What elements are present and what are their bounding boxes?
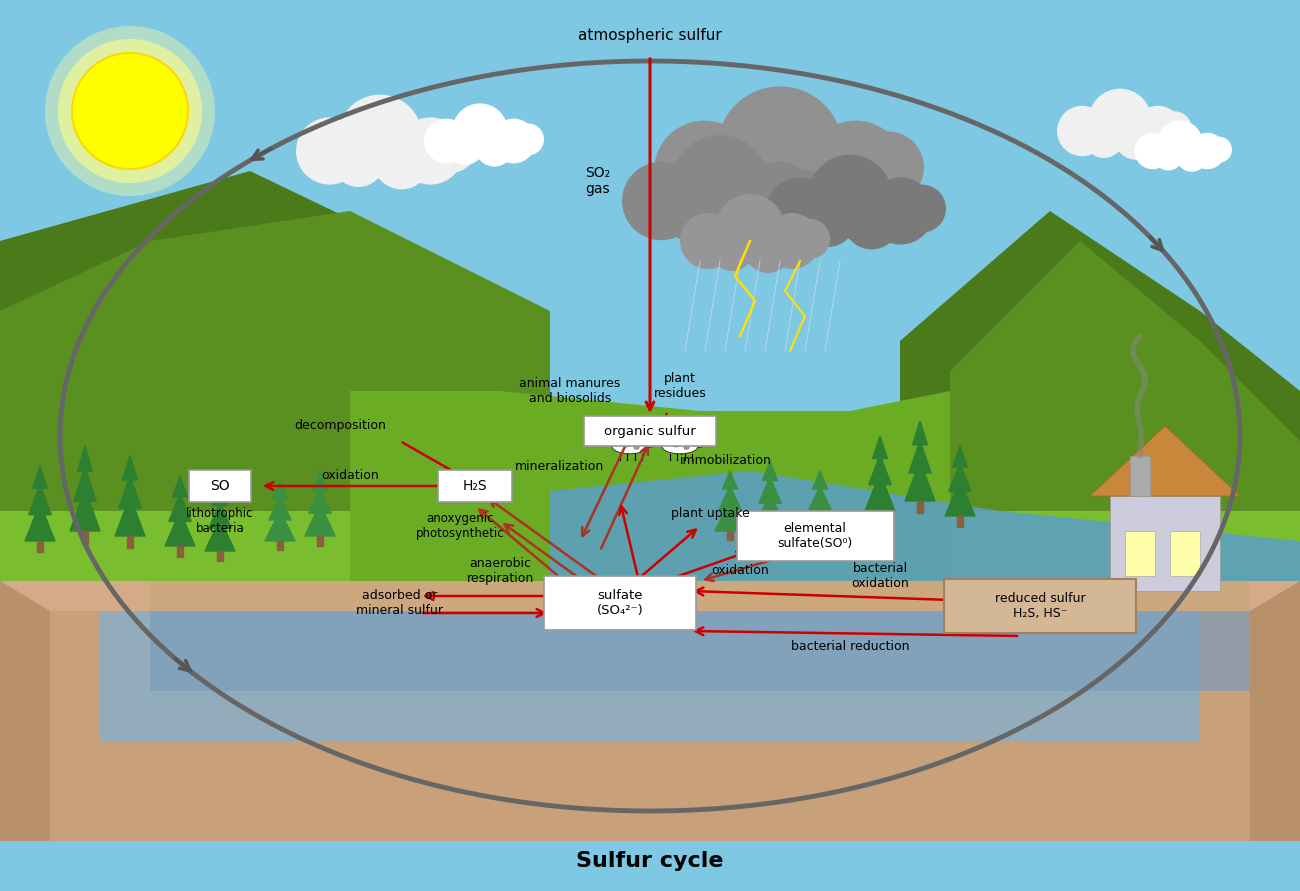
Circle shape [790,219,829,259]
Text: reduced sulfur
H₂S, HS⁻: reduced sulfur H₂S, HS⁻ [994,592,1086,620]
Polygon shape [1251,581,1300,841]
Polygon shape [265,511,295,541]
Ellipse shape [684,445,690,450]
Text: decomposition: decomposition [294,420,386,432]
Polygon shape [205,519,235,551]
Ellipse shape [671,439,683,447]
Circle shape [867,177,933,245]
Circle shape [512,123,543,155]
Polygon shape [212,486,227,505]
Circle shape [1057,106,1108,156]
Polygon shape [209,503,231,528]
Polygon shape [900,211,1300,581]
Circle shape [852,131,924,203]
Polygon shape [0,581,1300,611]
Polygon shape [25,503,55,541]
Circle shape [296,118,363,184]
Ellipse shape [620,439,632,447]
Circle shape [1206,136,1232,163]
Circle shape [764,213,820,269]
Polygon shape [727,531,733,540]
Polygon shape [723,471,737,489]
Polygon shape [309,487,332,513]
Text: bacterial
oxidation: bacterial oxidation [852,562,909,590]
Polygon shape [1124,531,1154,576]
Polygon shape [150,611,1251,691]
Circle shape [718,86,842,212]
Polygon shape [953,446,967,467]
Polygon shape [864,473,894,511]
Circle shape [1156,111,1192,147]
Polygon shape [1089,426,1240,496]
Text: elemental
sulfate(SO⁰): elemental sulfate(SO⁰) [777,522,853,550]
Polygon shape [550,471,1300,581]
Text: SO: SO [211,479,230,493]
Circle shape [621,162,701,241]
Ellipse shape [612,438,649,454]
Circle shape [428,125,476,173]
Polygon shape [49,611,1251,841]
Circle shape [776,170,832,226]
Text: mineralization: mineralization [515,460,605,472]
Ellipse shape [633,445,640,450]
Polygon shape [173,476,187,497]
FancyBboxPatch shape [584,416,716,446]
Circle shape [715,194,785,264]
Circle shape [770,143,855,229]
Polygon shape [1170,531,1200,576]
Polygon shape [0,581,49,841]
Circle shape [744,225,792,273]
Text: immobilization: immobilization [680,454,772,468]
Circle shape [671,135,770,233]
Text: SO₂
gas: SO₂ gas [585,166,610,196]
Polygon shape [805,501,835,531]
Polygon shape [350,391,950,581]
Circle shape [1132,106,1183,156]
Ellipse shape [644,437,656,447]
Text: adsorbed or
mineral sulfur: adsorbed or mineral sulfur [356,589,443,617]
Text: Sulfur cycle: Sulfur cycle [576,851,724,871]
Polygon shape [949,463,971,492]
Polygon shape [0,171,500,581]
Circle shape [448,130,484,165]
Circle shape [1154,142,1183,170]
Polygon shape [957,516,963,527]
Polygon shape [916,501,923,513]
Circle shape [373,132,430,190]
Polygon shape [868,454,892,485]
Circle shape [332,135,385,187]
Polygon shape [127,536,133,548]
Circle shape [1157,120,1202,166]
Polygon shape [755,494,785,526]
Text: bacterial reduction: bacterial reduction [790,640,909,652]
Circle shape [424,119,469,163]
Polygon shape [32,466,48,488]
Polygon shape [277,541,283,550]
Circle shape [46,26,214,196]
Circle shape [1114,117,1158,159]
Polygon shape [812,471,828,489]
Circle shape [898,184,946,233]
Polygon shape [29,485,51,515]
Polygon shape [169,494,191,521]
Polygon shape [909,441,931,473]
Polygon shape [945,481,975,516]
Circle shape [680,213,736,269]
Circle shape [476,128,514,167]
Circle shape [842,192,901,249]
Polygon shape [809,486,831,510]
Polygon shape [913,421,927,445]
Polygon shape [114,496,146,536]
Circle shape [338,94,422,178]
Circle shape [711,178,779,246]
Polygon shape [82,531,88,544]
Circle shape [396,118,464,184]
Polygon shape [767,526,774,535]
Circle shape [1176,141,1208,172]
Circle shape [491,119,536,163]
Circle shape [710,227,754,271]
Text: sulfate
(SO₄²⁻): sulfate (SO₄²⁻) [597,589,644,617]
Polygon shape [273,481,287,499]
Ellipse shape [693,437,706,447]
